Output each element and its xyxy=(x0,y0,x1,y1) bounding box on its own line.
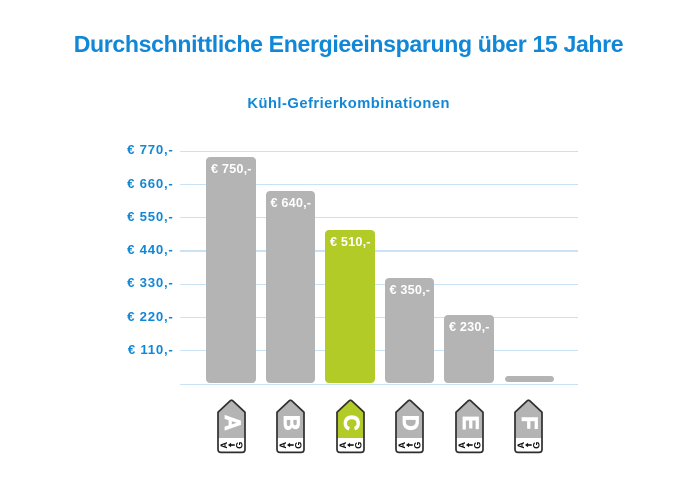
svg-text:A: A xyxy=(278,442,288,449)
svg-text:B: B xyxy=(279,415,304,431)
svg-text:G: G xyxy=(412,442,422,449)
svg-text:A: A xyxy=(456,442,466,449)
svg-text:G: G xyxy=(531,442,541,449)
svg-text:A: A xyxy=(219,415,244,431)
svg-text:A: A xyxy=(397,442,407,449)
svg-text:A: A xyxy=(218,442,228,449)
svg-text:A: A xyxy=(516,442,526,449)
svg-text:G: G xyxy=(293,442,303,449)
svg-text:A: A xyxy=(337,442,347,449)
svg-text:F: F xyxy=(517,416,542,429)
svg-text:E: E xyxy=(457,416,482,431)
svg-text:C: C xyxy=(338,415,363,431)
svg-text:G: G xyxy=(234,442,244,449)
svg-text:G: G xyxy=(472,442,482,449)
svg-text:D: D xyxy=(398,415,423,431)
svg-text:G: G xyxy=(353,442,363,449)
